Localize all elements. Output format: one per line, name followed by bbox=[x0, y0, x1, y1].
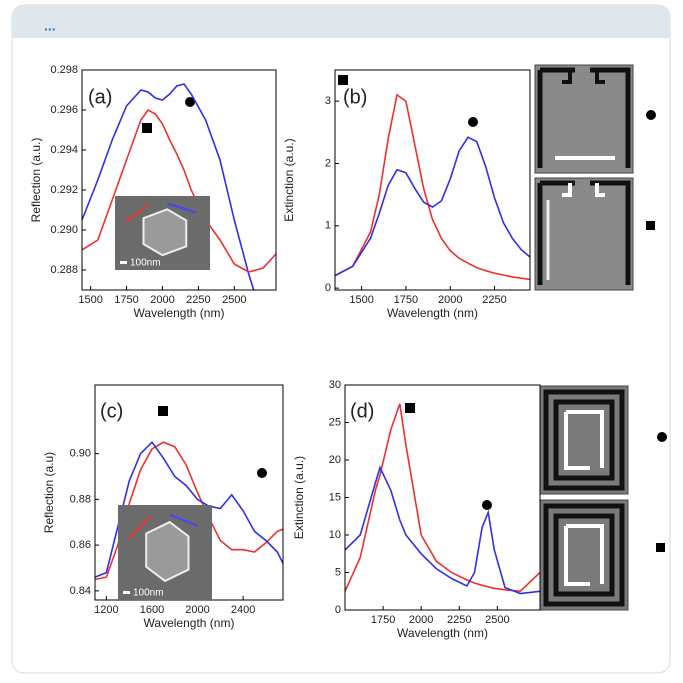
y-tick-label: 1 bbox=[325, 220, 331, 232]
card-header bbox=[12, 5, 670, 38]
x-tick-label: 2400 bbox=[231, 604, 255, 616]
x-tick-label: 2500 bbox=[222, 294, 246, 306]
x-tick-label: 1750 bbox=[394, 294, 418, 306]
x-tick-label: 1750 bbox=[371, 614, 395, 626]
y-tick-label: 0.298 bbox=[50, 64, 78, 76]
x-tick-label: 1500 bbox=[349, 294, 373, 306]
x-tick-label: 1600 bbox=[140, 604, 164, 616]
plot-frame bbox=[81, 69, 277, 291]
y-tick-label: 0.294 bbox=[50, 144, 78, 156]
series-line bbox=[95, 440, 283, 578]
x-tick-label: 1200 bbox=[94, 604, 118, 616]
inset-arrow-red bbox=[125, 204, 149, 223]
y-tick-label: 10 bbox=[329, 529, 341, 541]
y-tick-label: 0.84 bbox=[70, 585, 91, 597]
y-tick-label: 0.290 bbox=[50, 224, 78, 236]
x-tick-label: 2000 bbox=[409, 614, 433, 626]
x-tick-label: 2000 bbox=[150, 294, 174, 306]
scale-bar bbox=[120, 261, 127, 264]
inset-label: 100nm bbox=[130, 258, 161, 269]
y-tick-label: 25 bbox=[329, 416, 341, 428]
y-axis-title: Reflection (a.u.) bbox=[29, 138, 43, 223]
y-tick-label: 3 bbox=[325, 95, 331, 107]
x-axis-title: Wavelength (nm) bbox=[387, 306, 478, 320]
y-tick-label: 0.288 bbox=[50, 264, 78, 276]
y-tick-label: 0.296 bbox=[50, 104, 78, 116]
inset-label: 100nm bbox=[133, 588, 164, 599]
panel-label: (b) bbox=[343, 86, 367, 108]
y-tick-label: 0.86 bbox=[70, 539, 91, 551]
scale-bar bbox=[123, 591, 130, 594]
y-tick-label: 30 bbox=[329, 379, 341, 391]
x-tick-label: 2500 bbox=[485, 614, 509, 626]
series-line bbox=[345, 403, 540, 593]
field-maps bbox=[534, 64, 634, 611]
y-tick-label: 0 bbox=[335, 604, 341, 616]
series-line bbox=[345, 465, 540, 595]
panel-label: (a) bbox=[88, 86, 112, 108]
inset-arrow-blue bbox=[169, 513, 199, 527]
panel-label: (d) bbox=[350, 400, 374, 422]
plot-frame bbox=[344, 384, 541, 611]
x-tick-label: 2000 bbox=[185, 604, 209, 616]
x-tick-label: 2250 bbox=[186, 294, 210, 306]
y-axis-title: Extinction (a.u.) bbox=[282, 138, 296, 221]
symbols bbox=[142, 75, 667, 552]
y-tick-label: 15 bbox=[329, 491, 341, 503]
inset-arrow-blue bbox=[166, 202, 197, 214]
series-line bbox=[82, 108, 276, 273]
y-tick-label: 0.292 bbox=[50, 184, 78, 196]
panel-label: (c) bbox=[100, 400, 123, 422]
y-tick-label: 0 bbox=[325, 282, 331, 294]
inset-arrow-red bbox=[128, 515, 152, 539]
y-axis-title: Reflection (a.u) bbox=[42, 452, 56, 533]
y-tick-label: 2 bbox=[325, 157, 331, 169]
series-line bbox=[82, 83, 255, 290]
x-tick-label: 2000 bbox=[438, 294, 462, 306]
y-tick-label: 5 bbox=[335, 566, 341, 578]
series-line bbox=[335, 93, 530, 281]
inset-cube bbox=[142, 208, 188, 257]
x-axis-title: Wavelength (nm) bbox=[134, 306, 225, 320]
header-title: ... bbox=[44, 18, 56, 34]
x-axis-title: Wavelength (nm) bbox=[144, 616, 235, 630]
inset-cube bbox=[145, 520, 190, 583]
y-axis-title: Extinction (a.u.) bbox=[292, 456, 306, 539]
series-line bbox=[335, 136, 530, 277]
x-tick-label: 2250 bbox=[482, 294, 506, 306]
y-tick-label: 20 bbox=[329, 454, 341, 466]
plot-frame bbox=[334, 69, 531, 291]
y-tick-label: 0.88 bbox=[70, 493, 91, 505]
x-tick-label: 1500 bbox=[78, 294, 102, 306]
x-tick-label: 1750 bbox=[114, 294, 138, 306]
x-tick-label: 2250 bbox=[447, 614, 471, 626]
x-axis-title: Wavelength (nm) bbox=[397, 626, 488, 640]
y-tick-label: 0.90 bbox=[70, 448, 91, 460]
